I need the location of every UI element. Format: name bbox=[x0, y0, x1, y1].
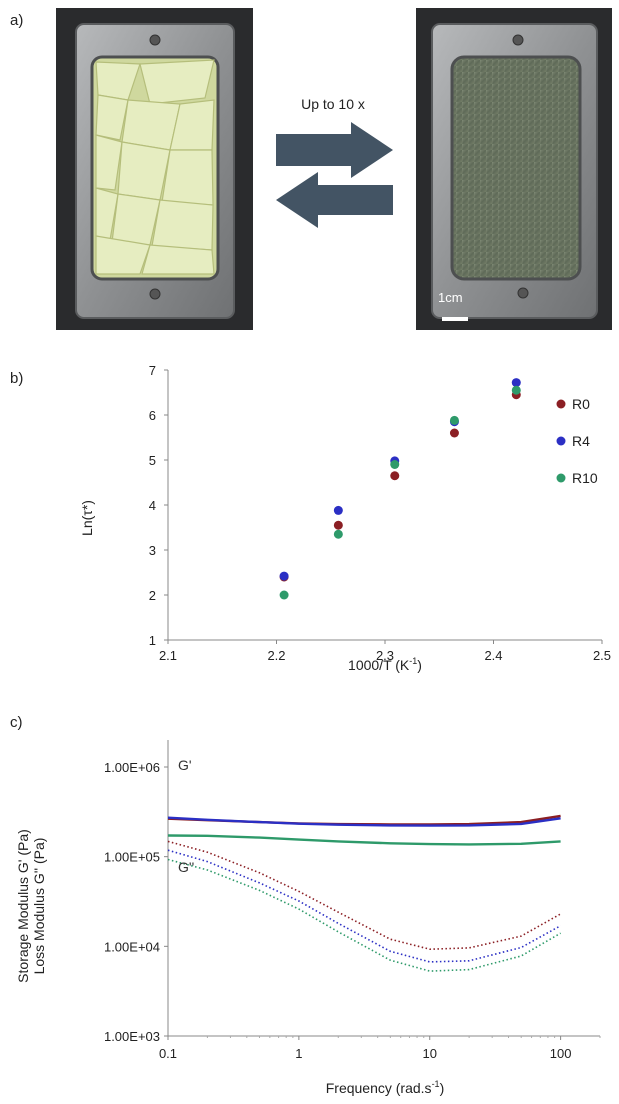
legend-marker-r4 bbox=[556, 436, 566, 446]
chart-b-point-r0 bbox=[390, 471, 400, 481]
panel-a: a) bbox=[0, 0, 619, 345]
chart-b-y-tick-label: 3 bbox=[149, 543, 156, 558]
chart-b-x-tick-label: 2.4 bbox=[484, 648, 502, 663]
line-loss-r4 bbox=[167, 849, 561, 963]
loss-modulus-annotation: G'' bbox=[178, 859, 194, 875]
chart-b-x-tick-label: 2.2 bbox=[267, 648, 285, 663]
chart-c-y-tick-label: 1.00E+06 bbox=[104, 760, 160, 775]
chart-b-point-r4 bbox=[511, 378, 521, 388]
chart-c-x-axis-label: Frequency (rad.s-1) bbox=[326, 1079, 445, 1096]
panel-a-label: a) bbox=[10, 12, 24, 29]
chart-b-x-tick-label: 2.3 bbox=[376, 648, 394, 663]
arrhenius-scatter-chart: 2.1 2.2 2.3 2.4 2.5 1 2 3 4 5 6 7 R0 R4 R10 1000/T (… bbox=[79, 363, 611, 673]
chart-c-y-axis-label-storage: Storage Modulus G' (Pa) bbox=[15, 829, 31, 983]
chart-b-point-r4 bbox=[279, 571, 289, 581]
chart-c-x-tick-label: 10 bbox=[423, 1046, 437, 1061]
chart-b-y-tick-label: 5 bbox=[149, 453, 156, 468]
chart-b-y-axis-label: Ln(τ*) bbox=[79, 500, 95, 536]
chart-b-x-axis-label: 1000/T (K-1) bbox=[348, 656, 422, 673]
mould-with-film-image bbox=[416, 8, 612, 330]
line-loss-r0 bbox=[167, 840, 561, 950]
legend-label-r10: R10 bbox=[572, 470, 598, 486]
rheology-line-chart: 0.1 1 10 100 1.00E+03 1.00E+04 1.00E+05 1.00E+… bbox=[15, 740, 601, 1096]
chart-b-y-tick-label: 7 bbox=[149, 363, 156, 378]
mould-with-shards-image bbox=[56, 8, 253, 330]
chart-c-y-tick-label: 1.00E+05 bbox=[104, 850, 160, 865]
chart-b-point-r4 bbox=[333, 505, 343, 515]
legend-marker-r10 bbox=[556, 473, 566, 483]
chart-c-x-tick-label: 0.1 bbox=[159, 1046, 177, 1061]
chart-b-y-tick-label: 2 bbox=[149, 588, 156, 603]
panel-a-figure: Up to 10 x 1cm bbox=[56, 8, 612, 330]
forward-arrow-icon bbox=[276, 122, 393, 178]
chart-c-x-tick-label: 1 bbox=[295, 1046, 302, 1061]
chart-b-y-tick-label: 4 bbox=[149, 498, 156, 513]
chart-b-x-tick-label: 2.1 bbox=[159, 648, 177, 663]
chart-b-point-r10 bbox=[390, 460, 400, 469]
reverse-arrow-icon bbox=[276, 172, 393, 228]
chart-c-x-tick-label: 100 bbox=[550, 1046, 572, 1061]
panel-c-label: c) bbox=[10, 714, 23, 731]
legend-label-r4: R4 bbox=[572, 433, 590, 449]
chart-c-y-axis-label-loss: Loss Modulus G'' (Pa) bbox=[31, 838, 47, 975]
chart-b-y-tick-label: 1 bbox=[149, 633, 156, 648]
panel-b-label: b) bbox=[10, 370, 24, 387]
chart-c-y-tick-label: 1.00E+03 bbox=[104, 1029, 160, 1044]
arrow-caption: Up to 10 x bbox=[301, 96, 365, 112]
chart-b-point-r0 bbox=[333, 520, 343, 530]
chart-b-point-r10 bbox=[511, 385, 521, 395]
chart-b-y-tick-label: 6 bbox=[149, 408, 156, 423]
chart-b-point-r10 bbox=[449, 415, 459, 425]
line-storage-r4 bbox=[167, 816, 561, 827]
scale-bar-label: 1cm bbox=[438, 290, 463, 305]
chart-b-point-r10 bbox=[333, 529, 343, 539]
panel-c: c) 0.1 1 10 100 1.00E+03 1.00E+04 1.00E+05 1.0… bbox=[0, 700, 619, 1104]
chart-b-axes bbox=[167, 370, 602, 641]
chart-c-axes bbox=[167, 740, 600, 1037]
chart-b-point-r0 bbox=[449, 428, 459, 438]
storage-modulus-annotation: G' bbox=[178, 757, 192, 773]
panel-b: b) 2.1 2.2 2.3 2.4 2.5 1 2 3 4 5 6 7 R0 R4 R10 1000/… bbox=[0, 350, 619, 695]
line-loss-r10 bbox=[167, 858, 562, 972]
legend-label-r0: R0 bbox=[572, 396, 590, 412]
chart-b-point-r10 bbox=[279, 590, 289, 600]
chart-c-y-tick-label: 1.00E+04 bbox=[104, 939, 160, 954]
line-storage-r10 bbox=[167, 834, 561, 846]
chart-b-x-tick-label: 2.5 bbox=[593, 648, 611, 663]
legend-marker-r0 bbox=[556, 399, 566, 409]
